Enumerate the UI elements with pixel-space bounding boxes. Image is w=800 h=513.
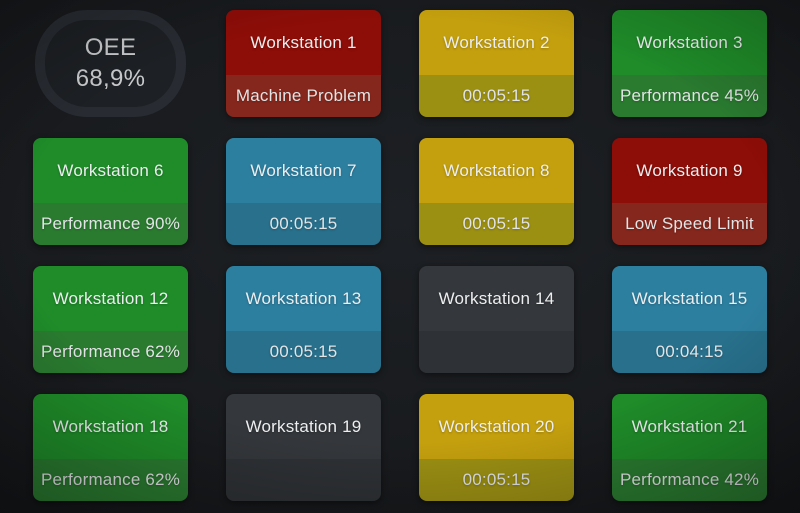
workstation-title: Workstation 12	[52, 288, 169, 308]
tile-title-band: Workstation 1	[226, 10, 381, 76]
tile-title-band: Workstation 2	[419, 10, 574, 76]
workstation-status: 00:05:15	[462, 86, 531, 106]
workstation-tile[interactable]: Workstation 14	[419, 266, 574, 373]
workstation-title: Workstation 13	[245, 288, 362, 308]
workstation-tile[interactable]: Workstation 21 Performance 42%	[612, 394, 767, 501]
workstation-tile[interactable]: Workstation 8 00:05:15	[419, 138, 574, 245]
workstation-title: Workstation 18	[52, 416, 169, 436]
tile-status-band: Performance 90%	[33, 203, 188, 245]
tile-title-band: Workstation 15	[612, 266, 767, 332]
tile-status-band: 00:05:15	[419, 203, 574, 245]
workstation-status: Performance 42%	[619, 470, 760, 490]
workstation-title: Workstation 15	[631, 288, 748, 308]
tile-title-band: Workstation 19	[226, 394, 381, 460]
workstation-tile[interactable]: Workstation 3 Performance 45%	[612, 10, 767, 117]
workstation-status: 00:05:15	[269, 342, 338, 362]
tile-status-band: Low Speed Limit	[612, 203, 767, 245]
workstation-status: Performance 90%	[40, 214, 181, 234]
workstation-title: Workstation 19	[245, 416, 362, 436]
tile-title-band: Workstation 21	[612, 394, 767, 460]
tile-status-band: Performance 62%	[33, 459, 188, 501]
workstation-tile[interactable]: Workstation 12 Performance 62%	[33, 266, 188, 373]
workstation-status: Machine Problem	[235, 86, 372, 106]
workstation-title: Workstation 8	[443, 160, 550, 180]
workstation-status: 00:05:15	[269, 214, 338, 234]
oee-value: 68,9%	[75, 65, 146, 92]
workstation-title: Workstation 21	[631, 416, 748, 436]
tile-status-band	[226, 459, 381, 501]
workstation-tile[interactable]: Workstation 20 00:05:15	[419, 394, 574, 501]
workstation-title: Workstation 1	[250, 32, 357, 52]
tile-title-band: Workstation 12	[33, 266, 188, 332]
tile-title-band: Workstation 18	[33, 394, 188, 460]
workstation-status: Performance 45%	[619, 86, 760, 106]
workstation-tile[interactable]: Workstation 19	[226, 394, 381, 501]
workstation-tile[interactable]: Workstation 13 00:05:15	[226, 266, 381, 373]
workstation-title: Workstation 2	[443, 32, 550, 52]
tile-title-band: Workstation 14	[419, 266, 574, 332]
tile-title-band: Workstation 20	[419, 394, 574, 460]
workstation-status: Performance 62%	[40, 342, 181, 362]
tile-status-band: 00:05:15	[419, 459, 574, 501]
workstation-tile[interactable]: Workstation 7 00:05:15	[226, 138, 381, 245]
oee-gauge: OEE 68,9%	[35, 10, 186, 117]
workstation-status: 00:05:15	[462, 214, 531, 234]
tile-status-band: 00:05:15	[226, 203, 381, 245]
workstation-tile[interactable]: Workstation 9 Low Speed Limit	[612, 138, 767, 245]
workstation-title: Workstation 20	[438, 416, 555, 436]
workstation-status: Low Speed Limit	[625, 214, 754, 234]
workstation-status: 00:05:15	[462, 470, 531, 490]
tile-status-band: 00:05:15	[419, 75, 574, 117]
workstation-status: Performance 62%	[40, 470, 181, 490]
tile-title-band: Workstation 3	[612, 10, 767, 76]
tile-title-band: Workstation 13	[226, 266, 381, 332]
tile-status-band: Performance 62%	[33, 331, 188, 373]
tile-status-band: 00:04:15	[612, 331, 767, 373]
workstation-title: Workstation 7	[250, 160, 357, 180]
workstation-title: Workstation 6	[57, 160, 164, 180]
tile-status-band	[419, 331, 574, 373]
tile-title-band: Workstation 6	[33, 138, 188, 204]
oee-label: OEE	[84, 34, 137, 62]
tile-title-band: Workstation 7	[226, 138, 381, 204]
workstation-tile[interactable]: Workstation 18 Performance 62%	[33, 394, 188, 501]
workstation-title: Workstation 9	[636, 160, 743, 180]
workstation-tile[interactable]: Workstation 6 Performance 90%	[33, 138, 188, 245]
workstation-tile[interactable]: Workstation 15 00:04:15	[612, 266, 767, 373]
workstation-title: Workstation 14	[438, 288, 555, 308]
workstation-tile[interactable]: Workstation 1 Machine Problem	[226, 10, 381, 117]
workstation-title: Workstation 3	[636, 32, 743, 52]
tile-status-band: Performance 42%	[612, 459, 767, 501]
tile-status-band: Machine Problem	[226, 75, 381, 117]
workstation-status: 00:04:15	[655, 342, 724, 362]
tile-title-band: Workstation 9	[612, 138, 767, 204]
tile-title-band: Workstation 8	[419, 138, 574, 204]
tile-status-band: Performance 45%	[612, 75, 767, 117]
workstation-tile[interactable]: Workstation 2 00:05:15	[419, 10, 574, 117]
tile-status-band: 00:05:15	[226, 331, 381, 373]
